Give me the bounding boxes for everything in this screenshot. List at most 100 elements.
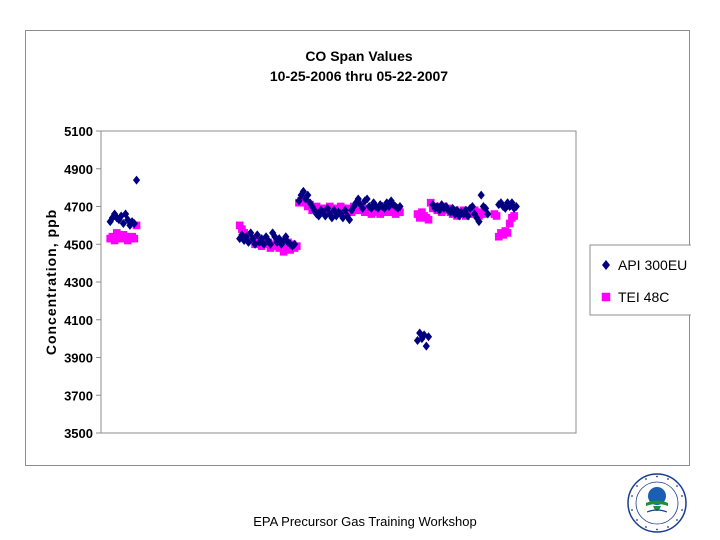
api-300eu-point: [124, 215, 132, 225]
api-300eu-point: [290, 239, 299, 249]
api-300eu-point: [244, 237, 253, 247]
y-tick-label: 4300: [64, 275, 93, 290]
tei-48c-point: [244, 230, 253, 239]
api-300eu-point: [361, 196, 369, 206]
legend-marker-api-300eu: [602, 260, 610, 270]
api-300eu-point: [453, 205, 461, 215]
tei-48c-point: [479, 210, 488, 218]
api-300eu-point: [387, 196, 395, 206]
legend-label-tei-48c: TEI 48C: [618, 289, 669, 305]
y-axis-ticks: 3500 3700 3900 4100 4300 4500 4700 4900 5100: [64, 124, 101, 441]
api-300eu-point: [429, 200, 437, 210]
api-300eu-point: [297, 190, 305, 200]
api-300eu-point: [475, 217, 483, 227]
api-300eu-point: [277, 239, 286, 249]
tei-48c-point: [492, 212, 501, 220]
y-tick-label: 4500: [64, 237, 93, 252]
api-300eu-point: [464, 211, 472, 221]
legend: API 300EU TEI 48C: [589, 244, 691, 316]
api-300eu-point: [484, 209, 492, 219]
api-300eu-point: [501, 203, 509, 213]
api-300eu-point: [468, 202, 477, 211]
api-300eu-point: [299, 186, 307, 196]
tei-48c-point: [367, 210, 376, 218]
tei-48c-point: [110, 236, 119, 245]
tei-48c-point: [426, 198, 435, 207]
tei-48c-point: [510, 212, 518, 220]
api-300eu-point: [106, 217, 114, 227]
chart-frame: CO Span Values 10-25-2006 thru 05-22-200…: [25, 30, 691, 466]
api-300eu-point: [460, 209, 468, 219]
api-300eu-point: [508, 198, 516, 208]
api-300eu-point: [381, 203, 389, 213]
api-300eu-point: [512, 202, 520, 211]
api-300eu-point: [479, 202, 487, 211]
tei-48c-point: [424, 215, 433, 224]
tei-48c-point: [132, 221, 141, 230]
tei-48c-point: [415, 214, 424, 222]
api-300eu-point: [312, 209, 321, 219]
api-300eu-point: [471, 209, 479, 219]
legend-box: [589, 244, 691, 316]
chart-title: CO Span Values: [305, 48, 413, 64]
api-300eu-point: [510, 203, 518, 213]
tei-48c-point: [503, 229, 512, 237]
api-300eu-point: [273, 237, 281, 247]
y-tick-label: 3500: [64, 426, 93, 441]
tei-48c-point: [505, 219, 514, 228]
api-300eu-point: [330, 205, 338, 215]
api-300eu-point: [396, 202, 404, 211]
api-300eu-point: [383, 198, 391, 208]
y-tick-label: 4900: [64, 162, 93, 177]
api-300eu-point: [370, 198, 378, 208]
api-300eu-point: [266, 239, 275, 249]
legend-label-api-300eu: API 300EU: [618, 257, 687, 273]
co-span-chart: CO Span Values 10-25-2006 thru 05-22-200…: [43, 48, 691, 441]
api-300eu-point: [119, 218, 127, 228]
api-300eu-point: [262, 232, 270, 242]
tei-48c-point: [275, 244, 284, 252]
api-300eu-point: [308, 202, 316, 211]
api-300eu-point: [350, 202, 358, 211]
api-300eu-point: [451, 209, 459, 219]
api-300eu-point: [310, 205, 318, 215]
tei-48c-point: [292, 242, 301, 250]
tei-48c-point: [286, 246, 295, 254]
api-300eu-point: [345, 215, 354, 225]
y-tick-label: 4100: [64, 313, 93, 328]
api-300eu-point: [348, 205, 356, 215]
api-300eu-point: [440, 203, 448, 213]
api-300eu-point: [352, 198, 360, 208]
api-300eu-point: [319, 207, 327, 217]
api-300eu-point: [304, 190, 312, 200]
tei-48c-point: [257, 242, 266, 250]
api-300eu-point: [477, 190, 485, 200]
tei-48c-point: [279, 247, 288, 256]
plot-area: [100, 130, 577, 434]
api-300eu-point: [506, 202, 514, 211]
y-tick-label: 5100: [64, 124, 93, 139]
y-tick-label: 4700: [64, 200, 93, 215]
tei-48c-point: [396, 208, 404, 216]
api-300eu-point: [288, 241, 296, 251]
footer-text: EPA Precursor Gas Training Workshop: [253, 514, 477, 529]
api-300eu-point: [339, 213, 347, 223]
api-300eu-point: [420, 330, 428, 340]
api-300eu-point: [424, 332, 433, 342]
api-300eu-point: [251, 239, 259, 249]
api-300eu-point: [431, 203, 439, 213]
api-300eu-point: [378, 202, 387, 211]
api-300eu-point: [499, 202, 507, 211]
y-tick-label: 3700: [64, 388, 93, 403]
api-300eu-point: [457, 207, 466, 217]
y-axis-title: Concentration, ppb: [43, 209, 59, 355]
tei-48c-point: [130, 234, 139, 243]
tei-48c-point: [376, 210, 385, 218]
api-300eu-point: [418, 334, 426, 344]
api-300eu-point: [130, 218, 138, 228]
epa-seal-icon: [627, 473, 687, 533]
y-tick-label: 3900: [64, 351, 93, 366]
api-300eu-point: [422, 341, 430, 351]
api-300eu-point: [449, 203, 457, 213]
api-300eu-point: [359, 203, 367, 213]
